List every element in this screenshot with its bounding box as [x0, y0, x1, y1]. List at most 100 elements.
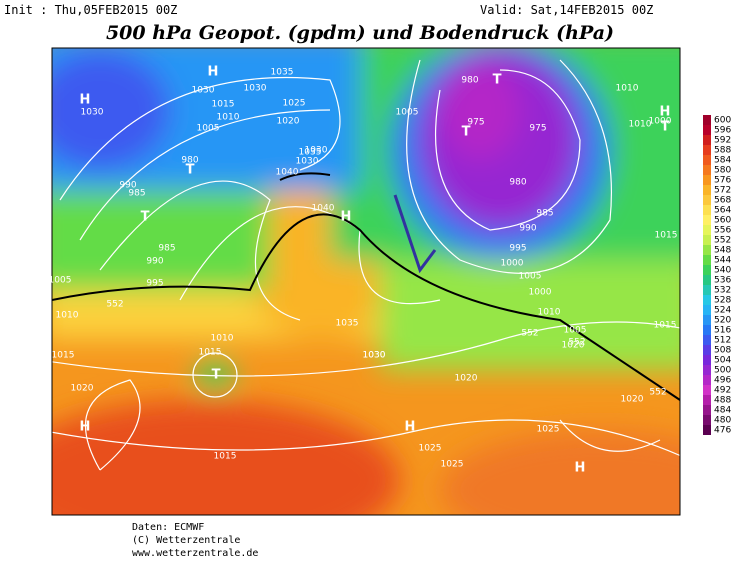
colorbar-swatch: [703, 405, 711, 415]
contour-label: T: [212, 368, 221, 383]
contour-label: H: [575, 461, 586, 476]
contour-label: 1030: [296, 157, 319, 167]
contour-label: 975: [467, 118, 484, 128]
contour-label: 1030: [363, 351, 386, 361]
colorbar-label: 492: [714, 386, 731, 396]
colorbar-swatch: [703, 315, 711, 325]
colorbar-swatch: [703, 365, 711, 375]
colorbar-label: 528: [714, 296, 731, 306]
contour-label: 1025: [283, 99, 306, 109]
colorbar-label: 500: [714, 366, 731, 376]
colorbar-label: 564: [714, 206, 731, 216]
contour-label: 1010: [629, 120, 652, 130]
colorbar-swatch: [703, 355, 711, 365]
colorbar-swatch: [703, 335, 711, 345]
colorbar-label: 600: [714, 116, 731, 126]
contour-label: 1000: [501, 259, 524, 269]
footer-line: www.wetterzentrale.de: [132, 548, 258, 559]
colorbar-label: 484: [714, 406, 731, 416]
contour-label: 1030: [244, 84, 267, 94]
contour-label: 552: [106, 300, 123, 310]
contour-label: 1025: [537, 425, 560, 435]
contour-label: 1015: [214, 452, 237, 462]
contour-label: 985: [536, 209, 553, 219]
contour-label: 552: [521, 329, 538, 339]
colorbar-label: 532: [714, 286, 731, 296]
contour-label: T: [186, 163, 195, 178]
contour-label: 1030: [305, 146, 328, 156]
colorbar-label: 508: [714, 346, 731, 356]
contour-label: 1005: [197, 124, 220, 134]
colorbar-label: 516: [714, 326, 731, 336]
colorbar-swatch: [703, 245, 711, 255]
contour-label: 1035: [336, 319, 359, 329]
contour-label: 1025: [419, 444, 442, 454]
contour-label: 985: [128, 189, 145, 199]
contour-label: 1005: [564, 326, 587, 336]
contour-label: 980: [461, 76, 478, 86]
contour-label: H: [405, 420, 416, 435]
colorbar-swatch: [703, 205, 711, 215]
colorbar-swatch: [703, 145, 711, 155]
colorbar-swatch: [703, 125, 711, 135]
map: [52, 48, 680, 515]
colorbar-swatch: [703, 305, 711, 315]
contour-label: 1020: [455, 374, 478, 384]
contour-label: 990: [146, 257, 163, 267]
map-title: 500 hPa Geopot. (gpdm) und Bodendruck (h…: [106, 22, 614, 44]
colorbar-swatch: [703, 325, 711, 335]
colorbar-label: 524: [714, 306, 731, 316]
contour-label: 1015: [199, 348, 222, 358]
colorbar-swatch: [703, 265, 711, 275]
contour-label: 1020: [562, 341, 585, 351]
colorbar-swatch: [703, 165, 711, 175]
colorbar-swatch: [703, 285, 711, 295]
colorbar-label: 588: [714, 146, 731, 156]
contour-label: 1035: [271, 68, 294, 78]
contour-label: 1015: [655, 231, 678, 241]
contour-label: 1015: [212, 100, 235, 110]
contour-label: 1010: [538, 308, 561, 318]
colorbar-swatch: [703, 225, 711, 235]
contour-label: T: [141, 210, 150, 225]
contour-label: 1000: [649, 117, 672, 127]
valid-time: Valid: Sat,14FEB2015 00Z: [480, 3, 653, 17]
contour-label: 990: [519, 224, 536, 234]
contour-label: H: [208, 65, 219, 80]
colorbar-swatch: [703, 275, 711, 285]
contour-label: 1005: [49, 276, 72, 286]
colorbar-swatch: [703, 425, 711, 435]
contour-label: 985: [158, 244, 175, 254]
colorbar-label: 544: [714, 256, 731, 266]
contour-label: T: [462, 125, 471, 140]
colorbar-label: 576: [714, 176, 731, 186]
colorbar-swatch: [703, 195, 711, 205]
colorbar-swatch: [703, 115, 711, 125]
colorbar-label: 512: [714, 336, 731, 346]
colorbar-label: 540: [714, 266, 731, 276]
colorbar-label: 504: [714, 356, 731, 366]
colorbar-label: 476: [714, 426, 731, 436]
footer-line: Daten: ECMWF: [132, 522, 204, 533]
contour-label: 1025: [441, 460, 464, 470]
colorbar-swatch: [703, 215, 711, 225]
colorbar-label: 496: [714, 376, 731, 386]
colorbar-swatch: [703, 345, 711, 355]
colorbar-label: 548: [714, 246, 731, 256]
colorbar-swatch: [703, 375, 711, 385]
contour-label: 1010: [56, 311, 79, 321]
contour-label: 1005: [396, 108, 419, 118]
colorbar-swatch: [703, 415, 711, 425]
colorbar-label: 560: [714, 216, 731, 226]
colorbar-label: 568: [714, 196, 731, 206]
contour-label: 1020: [71, 384, 94, 394]
contour-label: 1030: [81, 108, 104, 118]
colorbar-label: 556: [714, 226, 731, 236]
colorbar-label: 596: [714, 126, 731, 136]
contour-label: 1035: [299, 148, 322, 158]
contour-label: 995: [509, 244, 526, 254]
colorbar-swatch: [703, 385, 711, 395]
contour-label: T: [661, 120, 670, 135]
contour-label: 1020: [277, 117, 300, 127]
